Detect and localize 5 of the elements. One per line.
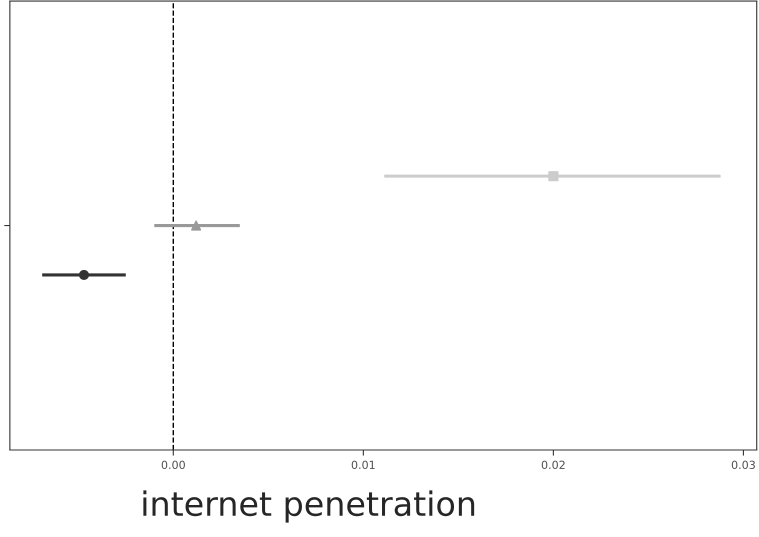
x-axis-title: internet penetration xyxy=(143,490,474,523)
x-tick-label: 0.01 xyxy=(352,460,375,470)
x-tick-label: 0.00 xyxy=(162,460,185,470)
x-tick-label: 0.02 xyxy=(542,460,565,470)
x-tick-label: 0.03 xyxy=(732,460,755,470)
